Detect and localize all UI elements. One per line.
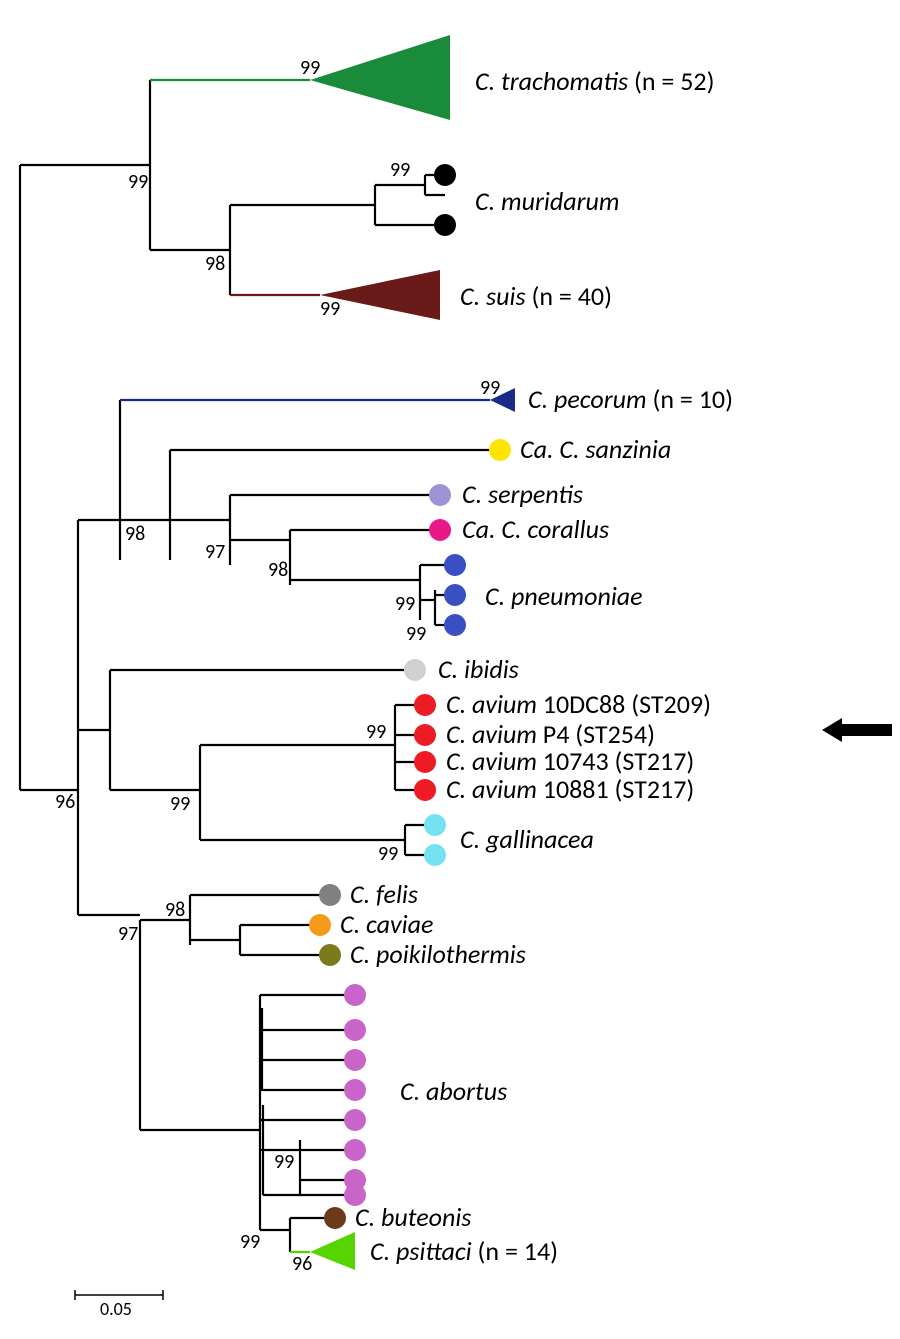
svg-text:99: 99 bbox=[300, 56, 320, 80]
scale-bar: 0.05 bbox=[75, 1290, 163, 1320]
svg-text:C. pneumoniae: C. pneumoniae bbox=[485, 580, 643, 612]
abortus-dot bbox=[344, 1049, 366, 1071]
svg-text:C. poikilothermis: C. poikilothermis bbox=[350, 938, 526, 970]
svg-text:96: 96 bbox=[292, 1252, 312, 1276]
svg-text:99: 99 bbox=[480, 376, 500, 400]
serpentis-dot bbox=[429, 484, 451, 506]
svg-text:C. ibidis: C. ibidis bbox=[438, 653, 519, 685]
corallus-dot bbox=[429, 519, 451, 541]
pneumoniae-dot bbox=[444, 584, 466, 606]
psittaci-wedge bbox=[310, 1232, 355, 1270]
svg-text:C. abortus: C. abortus bbox=[400, 1075, 507, 1107]
svg-text:C. avium 10DC88 (ST209): C. avium 10DC88 (ST209) bbox=[446, 688, 711, 720]
svg-text:99: 99 bbox=[395, 592, 415, 616]
svg-text:98: 98 bbox=[165, 898, 185, 922]
svg-text:99: 99 bbox=[240, 1230, 260, 1254]
svg-text:0.05: 0.05 bbox=[100, 1298, 132, 1320]
svg-text:99: 99 bbox=[378, 842, 398, 866]
pneumoniae-dot bbox=[444, 614, 466, 636]
abortus-dot bbox=[344, 1109, 366, 1131]
phylogenetic-tree: 99 99 99 98 99 99 98 97 98 99 99 99 99 9… bbox=[0, 0, 900, 1339]
pneumoniae-dot bbox=[444, 554, 466, 576]
svg-text:99: 99 bbox=[170, 792, 190, 816]
sanzinia-dot bbox=[489, 439, 511, 461]
svg-text:98: 98 bbox=[125, 522, 145, 546]
abortus-dot bbox=[344, 1139, 366, 1161]
avium-dot bbox=[414, 694, 436, 716]
muridarum-dot bbox=[434, 214, 456, 236]
ibidis-dot bbox=[404, 659, 426, 681]
avium-dot bbox=[414, 751, 436, 773]
highlight-arrow bbox=[822, 718, 892, 742]
taxon-labels: C. trachomatis (n = 52) C. muridarum C. … bbox=[340, 65, 733, 1267]
svg-text:C. felis: C. felis bbox=[350, 878, 418, 910]
svg-text:C. serpentis: C. serpentis bbox=[462, 478, 583, 510]
svg-text:C. gallinacea: C. gallinacea bbox=[460, 823, 594, 855]
abortus-dot bbox=[344, 1019, 366, 1041]
svg-text:99: 99 bbox=[274, 1150, 294, 1174]
abortus-dot bbox=[344, 1079, 366, 1101]
svg-text:98: 98 bbox=[268, 558, 288, 582]
svg-text:97: 97 bbox=[118, 922, 138, 946]
abortus-dot bbox=[344, 984, 366, 1006]
svg-text:C. psittaci (n = 14): C. psittaci (n = 14) bbox=[370, 1235, 558, 1267]
felis-dot bbox=[319, 884, 341, 906]
svg-text:Ca. C. corallus: Ca. C. corallus bbox=[462, 513, 609, 545]
svg-text:99: 99 bbox=[320, 297, 340, 321]
svg-text:99: 99 bbox=[406, 622, 426, 646]
muridarum-dot bbox=[434, 164, 456, 186]
svg-text:99: 99 bbox=[128, 170, 148, 194]
caviae-dot bbox=[309, 914, 331, 936]
svg-text:C. suis (n = 40): C. suis (n = 40) bbox=[460, 280, 612, 312]
svg-text:99: 99 bbox=[390, 158, 410, 182]
svg-text:97: 97 bbox=[205, 540, 225, 564]
avium-dot bbox=[414, 779, 436, 801]
svg-text:C. pecorum (n = 10): C. pecorum (n = 10) bbox=[528, 383, 733, 415]
svg-text:C. muridarum: C. muridarum bbox=[475, 185, 619, 217]
avium-dot bbox=[414, 724, 436, 746]
poikilothermis-dot bbox=[319, 944, 341, 966]
svg-text:C. buteonis: C. buteonis bbox=[355, 1201, 471, 1233]
svg-text:99: 99 bbox=[366, 720, 386, 744]
svg-text:C. caviae: C. caviae bbox=[340, 908, 433, 940]
svg-text:C. trachomatis (n = 52): C. trachomatis (n = 52) bbox=[475, 65, 714, 97]
svg-text:98: 98 bbox=[205, 252, 225, 276]
gallinacea-dot bbox=[424, 814, 446, 836]
gallinacea-dot bbox=[424, 844, 446, 866]
svg-text:Ca. C. sanzinia: Ca. C. sanzinia bbox=[520, 433, 671, 465]
svg-text:96: 96 bbox=[55, 790, 75, 814]
trachomatis-wedge bbox=[310, 35, 450, 120]
svg-text:C. avium 10881 (ST217): C. avium 10881 (ST217) bbox=[446, 773, 694, 805]
buteonis-dot bbox=[324, 1207, 346, 1229]
